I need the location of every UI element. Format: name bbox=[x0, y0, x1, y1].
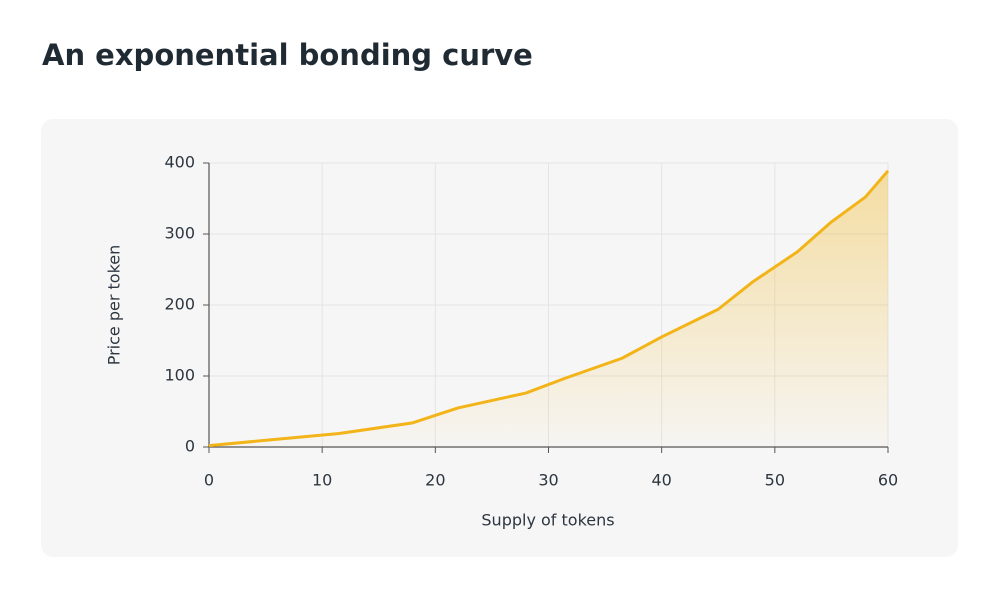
x-tick-label: 20 bbox=[425, 471, 445, 490]
x-tick-label: 60 bbox=[878, 471, 898, 490]
line bbox=[208, 169, 890, 448]
x-tick-label: 10 bbox=[312, 471, 332, 490]
y-tick-label: 200 bbox=[164, 295, 195, 314]
x-tick-label: 30 bbox=[538, 471, 558, 490]
x-axis-label: Supply of tokens bbox=[481, 511, 614, 530]
y-tick-label: 400 bbox=[164, 153, 195, 172]
y-tick-label: 100 bbox=[164, 366, 195, 385]
x-tick-label: 0 bbox=[204, 471, 214, 490]
y-tick-label: 300 bbox=[164, 224, 195, 243]
y-tick-label: 0 bbox=[185, 437, 195, 456]
chart-title: An exponential bonding curve bbox=[42, 38, 533, 72]
x-tick-label: 50 bbox=[765, 471, 785, 490]
area bbox=[209, 170, 888, 447]
y-axis-label: Price per token bbox=[105, 245, 124, 366]
x-tick-label: 40 bbox=[651, 471, 671, 490]
